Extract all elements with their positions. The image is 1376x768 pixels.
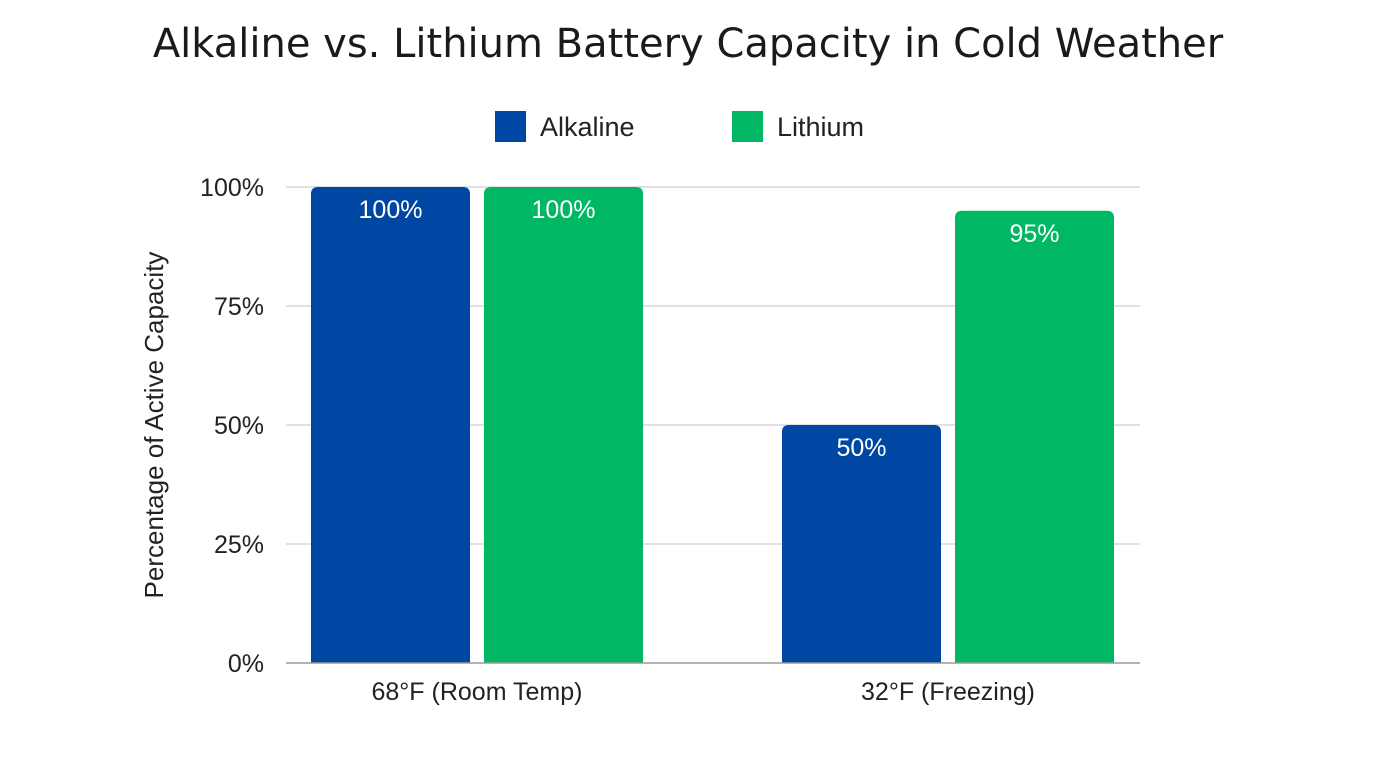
x-axis-ticks: 68°F (Room Temp) 32°F (Freezing) xyxy=(372,678,1035,706)
bars xyxy=(311,187,1114,664)
legend-label-lithium: Lithium xyxy=(777,112,864,142)
y-tick-label: 0% xyxy=(228,650,264,678)
y-tick-label: 75% xyxy=(214,293,264,321)
chart-title: Alkaline vs. Lithium Battery Capacity in… xyxy=(153,21,1224,67)
data-label-alkaline-room-temp: 100% xyxy=(359,196,423,224)
legend: Alkaline Lithium xyxy=(495,111,864,142)
bar-lithium-freezing xyxy=(955,210,1114,664)
data-label-lithium-room-temp: 100% xyxy=(532,196,596,224)
legend-swatch-lithium xyxy=(732,111,763,142)
y-tick-label: 25% xyxy=(214,531,264,559)
bar-alkaline-room-temp xyxy=(311,187,470,663)
y-tick-label: 50% xyxy=(214,412,264,440)
y-axis-ticks: 0% 25% 50% 75% 100% xyxy=(200,174,264,678)
legend-label-alkaline: Alkaline xyxy=(540,112,635,142)
bar-lithium-room-temp xyxy=(484,187,643,663)
bar-alkaline-freezing xyxy=(782,425,941,663)
data-labels: 100% 100% 50% 95% xyxy=(359,196,1060,462)
legend-swatch-alkaline xyxy=(495,111,526,142)
y-tick-label: 100% xyxy=(200,174,264,202)
x-tick-label: 32°F (Freezing) xyxy=(861,678,1035,706)
data-label-alkaline-freezing: 50% xyxy=(836,434,886,462)
y-axis-label: Percentage of Active Capacity xyxy=(139,252,169,599)
data-label-lithium-freezing: 95% xyxy=(1009,220,1059,248)
x-tick-label: 68°F (Room Temp) xyxy=(372,678,583,706)
